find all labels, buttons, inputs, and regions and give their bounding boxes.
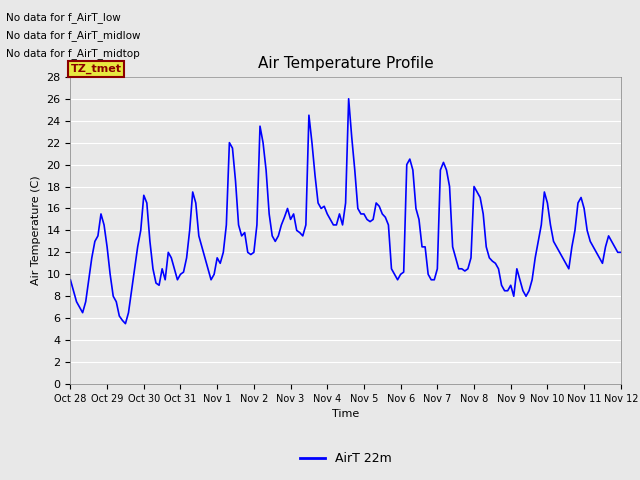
Y-axis label: Air Temperature (C): Air Temperature (C) bbox=[31, 176, 41, 285]
X-axis label: Time: Time bbox=[332, 409, 359, 419]
Text: No data for f_AirT_midtop: No data for f_AirT_midtop bbox=[6, 48, 140, 60]
Legend: AirT 22m: AirT 22m bbox=[295, 447, 396, 470]
Text: TZ_tmet: TZ_tmet bbox=[70, 63, 122, 74]
Text: No data for f_AirT_low: No data for f_AirT_low bbox=[6, 12, 121, 23]
Text: No data for f_AirT_midlow: No data for f_AirT_midlow bbox=[6, 30, 141, 41]
Title: Air Temperature Profile: Air Temperature Profile bbox=[258, 57, 433, 72]
